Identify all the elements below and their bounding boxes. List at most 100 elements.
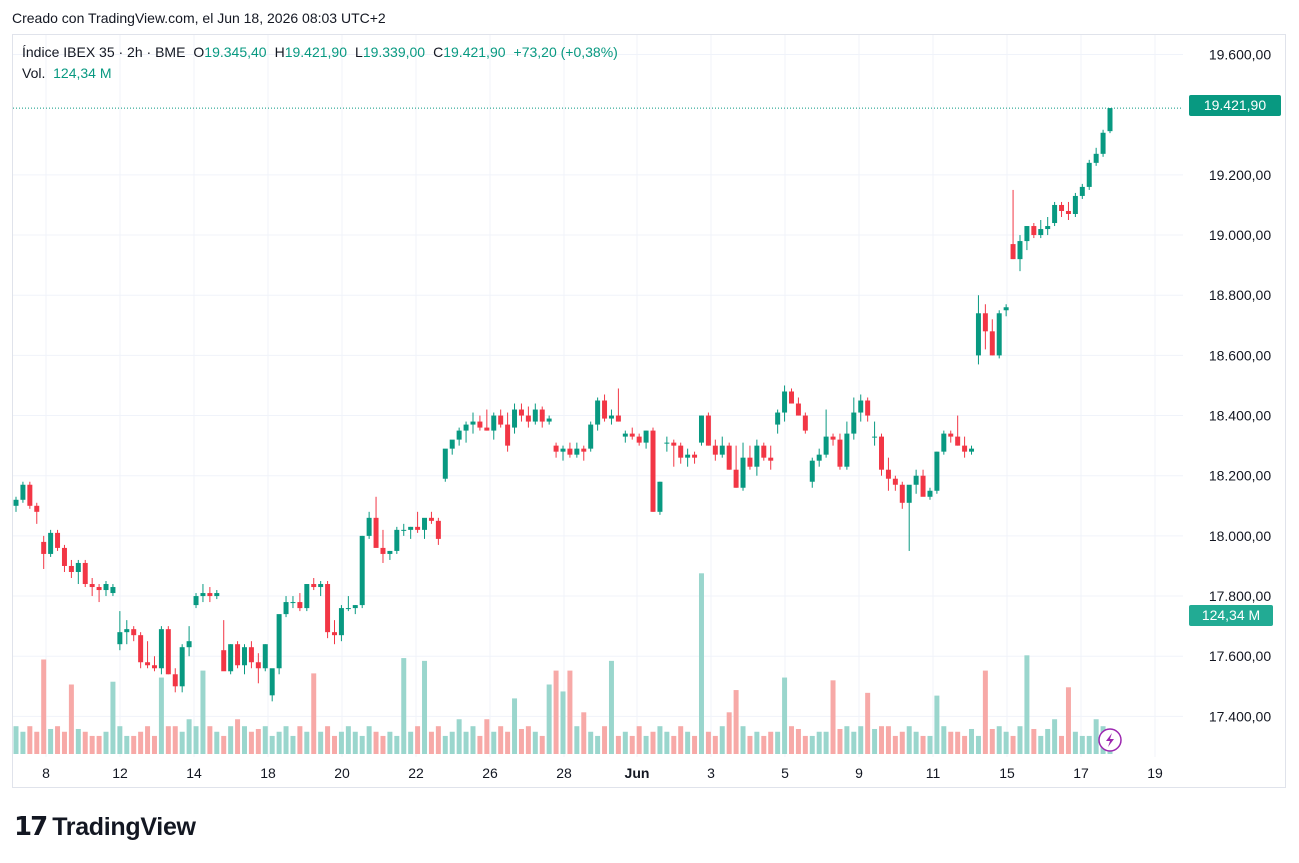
volume-bar	[366, 726, 372, 754]
low-value: 19.339,00	[362, 44, 426, 60]
volume-bar	[165, 726, 171, 754]
price-tick-label: 18.200,00	[1209, 468, 1271, 484]
candle-body	[789, 391, 794, 404]
candle-body	[373, 517, 379, 548]
volume-bar	[1052, 719, 1058, 754]
candle-body	[27, 484, 33, 506]
candle-body	[1024, 226, 1030, 242]
volume-bar	[48, 728, 54, 754]
close-value: 19.421,90	[443, 44, 506, 60]
candle-body	[359, 535, 365, 606]
candle-body	[484, 427, 490, 431]
candle-body	[297, 602, 303, 609]
time-tick-label: 5	[781, 765, 789, 781]
volume-bar	[304, 731, 310, 754]
volume-bar	[615, 735, 621, 754]
candle-body	[422, 517, 428, 530]
candle-body	[969, 448, 975, 452]
volume-bar	[906, 726, 912, 754]
volume-bar	[151, 735, 157, 754]
candle-body	[809, 460, 815, 482]
volume-bar	[276, 731, 282, 754]
volume-bar	[969, 728, 975, 754]
candle-body	[1065, 210, 1071, 214]
volume-bar	[352, 731, 358, 754]
candle-body	[740, 457, 746, 488]
candle-body	[899, 484, 905, 503]
change-value: +73,20 (+0,38%)	[513, 44, 618, 60]
candle-body	[338, 608, 344, 636]
volume-bar	[892, 735, 898, 754]
candle-body	[795, 403, 801, 416]
price-tick-label: 18.400,00	[1209, 408, 1271, 424]
candle-body	[685, 454, 691, 458]
volume-bar	[68, 684, 74, 754]
candle-body	[262, 644, 268, 669]
candle-body	[560, 448, 566, 452]
candle-body	[1010, 244, 1016, 260]
candle-body	[68, 565, 74, 572]
candle-body	[1059, 204, 1065, 211]
candle-body	[151, 665, 157, 669]
candle-body	[311, 584, 317, 588]
candle-body	[844, 433, 850, 467]
candle-body	[193, 596, 199, 606]
volume-bar	[830, 680, 836, 754]
volume-bar	[325, 726, 331, 754]
candle-body	[775, 412, 781, 425]
candle-body	[380, 547, 386, 554]
volume-bar	[415, 726, 421, 754]
candle-body	[165, 629, 171, 675]
volume-bar	[311, 673, 317, 754]
volume-bar	[602, 726, 608, 754]
tradingview-logo[interactable]: 17 TradingView	[14, 812, 196, 842]
candle-body	[747, 457, 753, 467]
volume-bar	[789, 726, 794, 754]
candle-body	[366, 517, 372, 536]
volume-label: Vol.	[22, 65, 46, 81]
candle-body	[352, 605, 358, 609]
price-axis[interactable]: 17.400,00 17.600,00 17.800,00 18.000,00 18.2…	[1209, 47, 1271, 725]
volume-bar	[1072, 731, 1078, 754]
candle-body	[1052, 204, 1058, 224]
candle-body	[138, 635, 144, 663]
candle-body	[332, 632, 337, 636]
candle-body	[442, 448, 448, 479]
volume-bar	[518, 728, 524, 754]
volume-bar	[879, 726, 884, 754]
volume-bar	[1003, 731, 1009, 754]
volume-bar	[671, 735, 677, 754]
volume-bar	[650, 731, 656, 754]
volume-bar	[761, 735, 767, 754]
candle-body	[89, 584, 95, 588]
candle-body	[55, 532, 61, 548]
candle-body	[456, 430, 462, 440]
candle-body	[906, 484, 912, 503]
time-tick-label: 18	[260, 765, 276, 781]
price-tick-label: 18.000,00	[1209, 528, 1271, 544]
volume-bar	[200, 670, 206, 754]
open-value: 19.345,40	[204, 44, 267, 60]
volume-bar	[636, 726, 642, 754]
candle-body	[345, 608, 351, 610]
price-tick-label: 19.000,00	[1209, 227, 1271, 243]
candle-body	[567, 448, 573, 455]
volume-bar	[228, 726, 234, 754]
volume-bar	[387, 731, 393, 754]
volume-bar	[477, 735, 483, 754]
time-tick-label: 14	[186, 765, 202, 781]
volume-bar	[913, 731, 919, 754]
flash-icon[interactable]	[1098, 728, 1122, 752]
volume-bar	[34, 731, 40, 754]
candle-body	[650, 430, 656, 512]
candle-body	[643, 430, 649, 443]
candle-body	[602, 400, 608, 419]
volume-bar	[851, 731, 857, 754]
candle-body	[498, 415, 504, 425]
candle-body	[48, 532, 54, 554]
candle-body	[1017, 241, 1023, 260]
candle-body	[186, 641, 192, 648]
volume-bar	[705, 731, 711, 754]
time-axis[interactable]: 8 12 14 18 20 22 26 28 Jun 3 5 9 11 15 17 19	[42, 765, 1163, 781]
